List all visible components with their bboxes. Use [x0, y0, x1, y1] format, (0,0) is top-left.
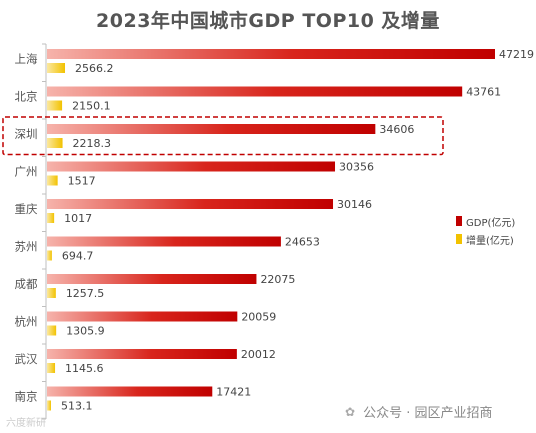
bar-increment: [47, 363, 56, 373]
data-label-gdp: 34606: [379, 123, 414, 136]
category-label: 南京: [15, 390, 38, 404]
bar-increment: [47, 175, 58, 186]
source-note-text: 公众号 · 园区产业招商: [363, 406, 493, 421]
data-label-increment: 694.7: [62, 250, 93, 263]
data-label-gdp: 43761: [466, 86, 501, 99]
data-label-gdp: 30146: [337, 198, 372, 211]
bar-gdp: [47, 86, 463, 97]
legend-swatch-gdp: [456, 216, 462, 226]
category-label: 成都: [15, 277, 38, 291]
data-label-gdp: 20059: [241, 311, 276, 324]
bar-gdp: [47, 161, 336, 172]
category-label: 苏州: [15, 240, 38, 254]
data-label-increment: 2150.1: [72, 100, 111, 113]
data-label-increment: 1257.5: [66, 287, 105, 300]
bar-gdp: [47, 124, 376, 134]
data-label-gdp: 30356: [339, 161, 374, 174]
bar-increment: [47, 213, 55, 223]
bar-increment: [47, 250, 52, 261]
data-label-increment: 1017: [64, 212, 92, 225]
category-label: 深圳: [15, 127, 38, 141]
bar-increment: [47, 100, 63, 111]
bar-gdp: [47, 349, 237, 359]
data-label-increment: 1517: [68, 175, 96, 188]
data-label-increment: 2218.3: [73, 137, 112, 150]
chart-title: 2023年中国城市GDP TOP10 及增量: [96, 10, 440, 32]
bar-increment: [47, 400, 51, 411]
bar-gdp: [47, 236, 281, 247]
data-label-gdp: 17421: [216, 386, 251, 399]
source-note: ✿ 公众号 · 园区产业招商: [345, 402, 493, 422]
legend-item-gdp: GDP(亿元): [456, 212, 515, 230]
data-label-gdp: 20012: [241, 348, 276, 361]
bar-gdp: [47, 274, 257, 284]
bar-increment: [47, 63, 65, 73]
watermark: 六度新研: [6, 418, 46, 429]
data-label-gdp: 22075: [260, 273, 295, 286]
category-label: 杭州: [15, 315, 38, 329]
data-label-increment: 1305.9: [66, 325, 105, 338]
bar-increment: [47, 325, 57, 336]
data-label-gdp: 47219: [499, 48, 534, 61]
highlight-box: [2, 116, 444, 156]
bar-increment: [47, 288, 56, 298]
bar-gdp: [47, 311, 238, 322]
wechat-icon: ✿: [345, 404, 356, 419]
data-label-increment: 1145.6: [65, 362, 104, 375]
bar-gdp: [47, 386, 213, 397]
bar-increment: [47, 138, 63, 148]
category-label: 北京: [15, 90, 38, 104]
bar-gdp: [47, 199, 334, 209]
legend-label-gdp: GDP(亿元): [466, 217, 516, 229]
legend-item-increment: 增量(亿元): [456, 230, 515, 248]
legend-label-increment: 增量(亿元): [466, 235, 514, 247]
legend: GDP(亿元) 增量(亿元): [456, 212, 515, 248]
data-label-increment: 2566.2: [75, 62, 114, 75]
data-label-increment: 513.1: [61, 400, 93, 413]
legend-swatch-increment: [456, 234, 462, 244]
category-label: 武汉: [15, 352, 38, 366]
bar-gdp: [47, 49, 495, 59]
data-label-gdp: 24653: [285, 236, 320, 249]
category-label: 广州: [15, 165, 38, 179]
category-label: 重庆: [15, 202, 38, 216]
category-label: 上海: [15, 52, 38, 66]
